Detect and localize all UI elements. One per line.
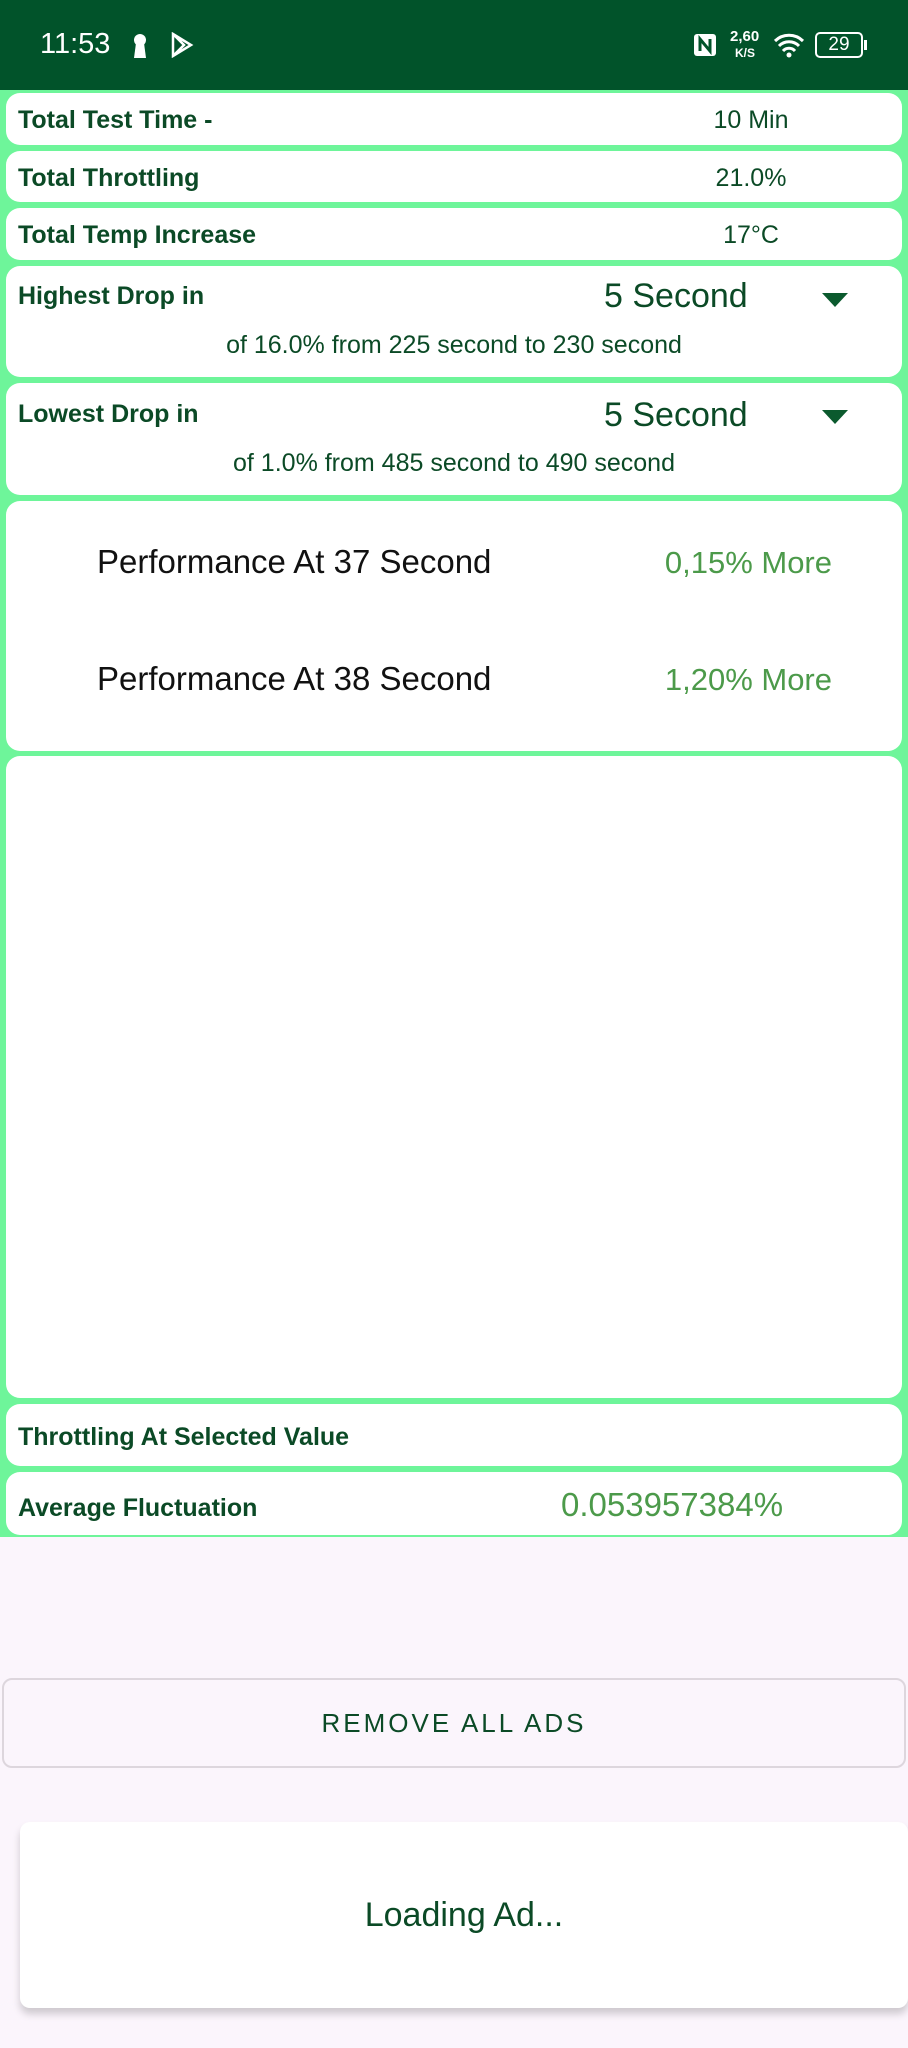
chevron-down-icon [822,293,848,307]
performance-value: 1,20% More [664,662,832,697]
row-label: Total Throttling [18,164,200,192]
status-bar: 11:53 2,60 K/S 29 [0,0,908,90]
row-value: 10 Min [713,106,789,134]
ad-banner[interactable]: Loading Ad... [20,1822,908,2008]
throttling-chart-card[interactable]: 0020204040606080801001001201201002003004… [6,756,902,1398]
row-label: Average Fluctuation [18,1494,258,1522]
lowest-drop-label: Lowest Drop in [18,400,199,428]
lowest-drop-detail: of 1.0% from 485 second to 490 second [233,449,675,477]
performance-card: Performance At 37 Second 0,15% More Perf… [6,501,902,751]
performance-label: Performance At 38 Second [97,660,492,697]
row-value: 17°C [723,221,779,249]
lowest-drop-card: Lowest Drop in 5 Second of 1.0% from 485… [6,383,902,495]
average-fluctuation-row: Average Fluctuation 0.053957384% [6,1472,902,1535]
fluctuation-value: 0.053957384% [561,1486,784,1523]
throttling-selected-row: Throttling At Selected Value [6,1404,902,1466]
nfc-icon [694,34,716,56]
highest-drop-card: Highest Drop in 5 Second of 16.0% from 2… [6,266,902,377]
battery-level: 29 [828,34,850,55]
row-label: Total Test Time - [18,106,213,134]
dropdown-value: 5 Second [604,396,748,434]
row-label: Throttling At Selected Value [18,1423,350,1451]
dropdown-value: 5 Second [604,277,748,315]
keyhole-icon [134,34,146,58]
highest-drop-label: Highest Drop in [18,282,205,310]
battery-icon: 29 [815,32,863,58]
total-throttling-row: Total Throttling 21.0% [6,151,902,202]
total-test-time-row: Total Test Time - 10 Min [6,93,902,145]
ad-loading-text: Loading Ad... [364,1896,564,1934]
highest-drop-detail: of 16.0% from 225 second to 230 second [226,331,682,359]
highest-drop-interval-dropdown[interactable]: 5 Second [586,271,886,321]
row-value: 21.0% [715,164,787,192]
remove-ads-button[interactable]: REMOVE ALL ADS [2,1678,906,1768]
network-speed: 2,60 [730,28,760,45]
play-store-icon [171,32,194,58]
chevron-down-icon [822,410,848,424]
battery-tip [864,40,867,50]
wifi-icon [773,33,805,58]
performance-label: Performance At 37 Second [97,543,492,580]
total-temp-row: Total Temp Increase 17°C [6,208,902,260]
performance-value: 0,15% More [664,545,832,580]
network-unit: K/S [735,46,756,60]
clock: 11:53 [40,28,111,60]
row-label: Total Temp Increase [18,221,257,249]
lowest-drop-interval-dropdown[interactable]: 5 Second [586,388,886,438]
